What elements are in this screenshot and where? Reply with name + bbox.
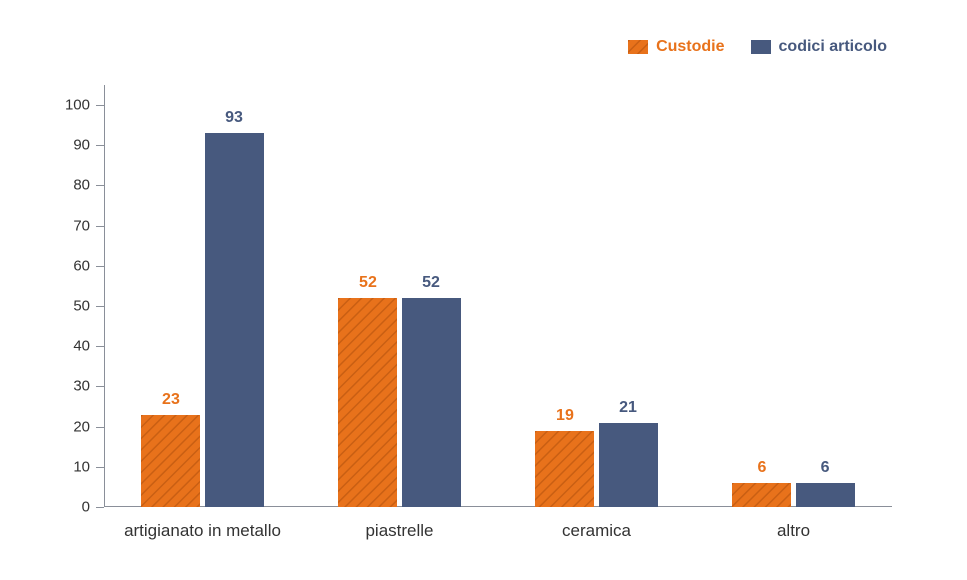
y-tick-label: 40: [73, 338, 104, 355]
bar-s1: 6: [732, 483, 791, 507]
bar-s1: 23: [141, 415, 200, 507]
y-tick-label: 100: [65, 97, 104, 114]
legend-swatch-custodie: [628, 40, 648, 54]
x-category-label: piastrelle: [365, 507, 433, 541]
x-category-label: altro: [777, 507, 810, 541]
bar-s1: 52: [338, 298, 397, 507]
y-tick-label: 20: [73, 418, 104, 435]
y-tick-label: 90: [73, 137, 104, 154]
bar-value-label: 52: [359, 274, 377, 298]
bar-value-label: 6: [758, 459, 767, 483]
chart-container: Custodie codici articolo 010203040506070…: [0, 0, 967, 580]
y-tick-label: 50: [73, 298, 104, 315]
legend-label: codici articolo: [779, 38, 887, 56]
bar-s2: 21: [599, 423, 658, 507]
legend-label: Custodie: [656, 38, 724, 56]
bar-value-label: 93: [225, 109, 243, 133]
x-category-label: artigianato in metallo: [124, 507, 281, 541]
legend-swatch-codici: [751, 40, 771, 54]
bar-value-label: 23: [162, 391, 180, 415]
bar-s1: 19: [535, 431, 594, 507]
y-tick-label: 30: [73, 378, 104, 395]
bar-s2: 52: [402, 298, 461, 507]
y-tick-label: 70: [73, 217, 104, 234]
bar-s2: 6: [796, 483, 855, 507]
y-tick-label: 0: [82, 499, 104, 516]
x-category-label: ceramica: [562, 507, 631, 541]
y-tick-label: 80: [73, 177, 104, 194]
y-tick-label: 60: [73, 257, 104, 274]
plot-area: 0102030405060708090100artigianato in met…: [104, 85, 892, 507]
bar-value-label: 21: [619, 399, 637, 423]
bar-value-label: 6: [821, 459, 830, 483]
legend-item-custodie: Custodie: [628, 38, 724, 56]
legend-item-codici: codici articolo: [751, 38, 887, 56]
bar-s2: 93: [205, 133, 264, 507]
legend: Custodie codici articolo: [628, 38, 887, 56]
y-axis: [104, 85, 105, 507]
bar-value-label: 19: [556, 407, 574, 431]
bar-value-label: 52: [422, 274, 440, 298]
y-tick-label: 10: [73, 458, 104, 475]
